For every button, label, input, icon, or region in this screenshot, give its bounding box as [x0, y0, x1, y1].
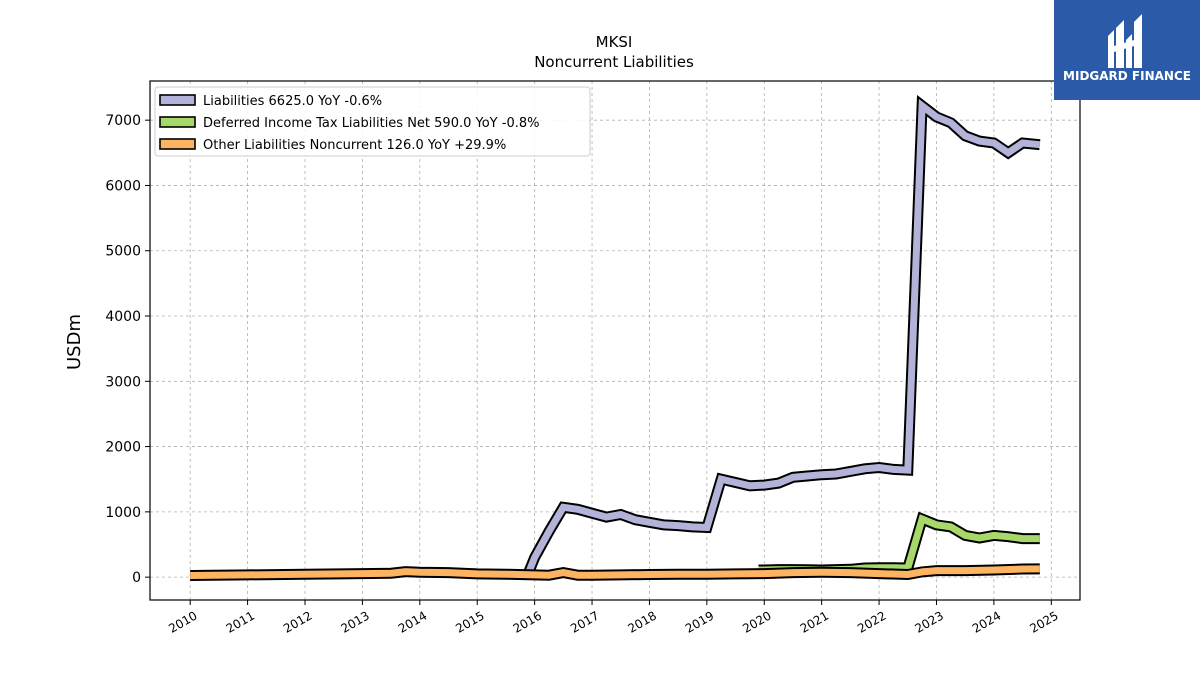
y-axis-label: USDm	[64, 314, 85, 370]
x-tick-label: 2016	[511, 608, 544, 635]
chart-subtitle: Noncurrent Liabilities	[534, 53, 694, 71]
y-tick-label: 1000	[105, 505, 141, 521]
brand-logo: MIDGARD FINANCE	[1054, 0, 1200, 100]
x-tick-label: 2021	[798, 608, 831, 635]
legend-swatch-2	[159, 116, 196, 128]
y-tick-label: 3000	[105, 374, 141, 390]
x-tick-label: 2018	[625, 608, 658, 635]
series-line-1	[525, 98, 1041, 574]
plot-frame	[149, 80, 1081, 601]
series-line-outline-1	[523, 94, 1041, 574]
y-tick-label: 0	[132, 570, 141, 586]
x-tick-label: 2012	[281, 608, 314, 635]
legend-swatch-3	[159, 138, 196, 150]
series-line-outline-2	[758, 511, 1040, 576]
x-tick-label: 2024	[970, 608, 1003, 635]
x-tick-label: 2019	[683, 608, 716, 635]
y-axis-ticks: 0 1000 2000 3000 4000 5000 6000 7000	[105, 113, 150, 586]
y-tick-label: 4000	[105, 309, 141, 325]
y-tick-label: 6000	[105, 178, 141, 194]
chart-title: MKSI	[596, 33, 633, 51]
midgard-logo-icon	[1108, 14, 1142, 68]
x-tick-label: 2011	[224, 608, 257, 635]
y-tick-label: 2000	[105, 440, 141, 456]
x-tick-label: 2013	[338, 608, 371, 635]
x-tick-label: 2022	[855, 608, 888, 635]
legend: Liabilities 6625.0 YoY -0.6% Deferred Inc…	[154, 86, 591, 157]
legend-swatch-1	[159, 94, 196, 106]
series-lines	[190, 94, 1041, 581]
legend-label-3: Other Liabilities Noncurrent 126.0 YoY +…	[203, 138, 506, 153]
x-axis-ticks: 2010 2011 2012 2013 2014 2015 2016 2017 2018 2019…	[166, 600, 1061, 636]
legend-label-1: Liabilities 6625.0 YoY -0.6%	[203, 94, 382, 109]
x-tick-label: 2017	[568, 608, 601, 635]
x-tick-label: 2010	[166, 608, 199, 635]
x-tick-label: 2023	[913, 608, 946, 635]
legend-label-2: Deferred Income Tax Liabilities Net 590.…	[203, 116, 539, 131]
y-tick-label: 7000	[105, 113, 141, 129]
x-tick-label: 2015	[453, 608, 486, 635]
series-line-3	[190, 565, 1040, 579]
x-tick-label: 2025	[1027, 608, 1060, 635]
brand-name: MIDGARD FINANCE	[1063, 69, 1191, 83]
x-tick-label: 2014	[396, 608, 429, 635]
x-tick-label: 2020	[740, 608, 773, 635]
legend-box	[154, 86, 591, 157]
y-tick-label: 5000	[105, 244, 141, 260]
